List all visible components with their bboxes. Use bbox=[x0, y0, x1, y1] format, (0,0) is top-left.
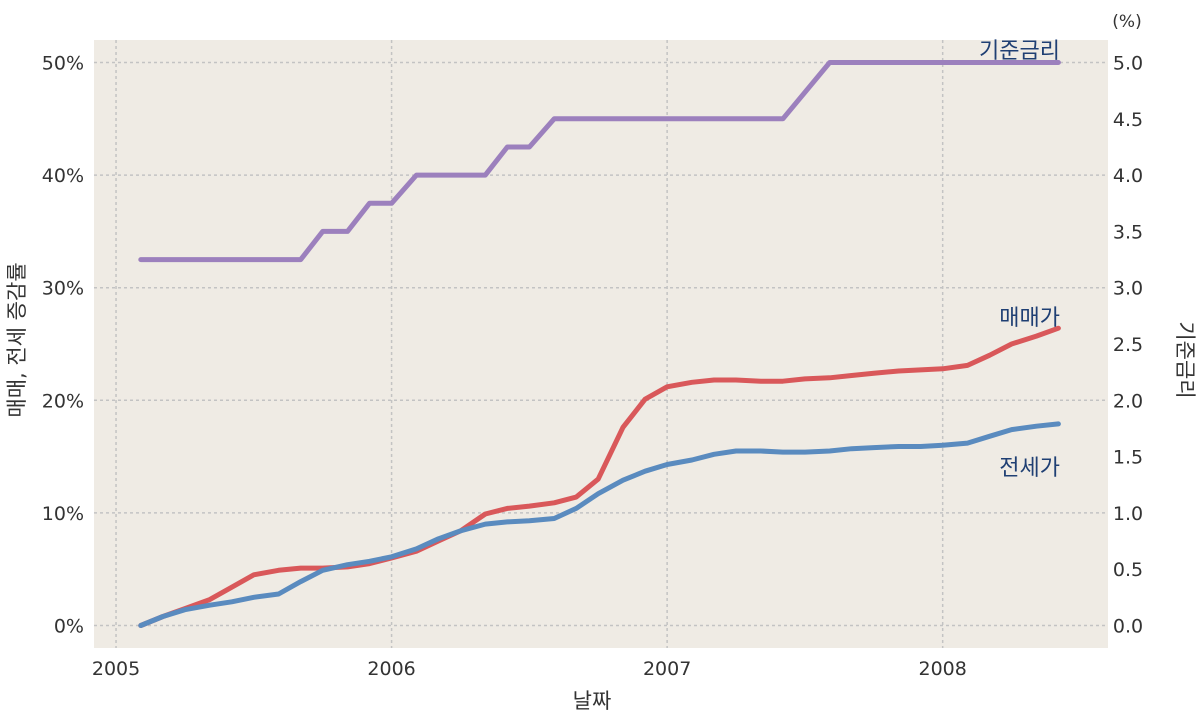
y-left-tick-label: 50% bbox=[42, 53, 84, 75]
tick-labels: 2005 2006 2007 2008 0% 10% 20% 30% 40% 50% 0.0 0.5 1… bbox=[42, 53, 1143, 680]
y-right-tick-label: 1.0 bbox=[1113, 503, 1143, 525]
y-left-tick-label: 0% bbox=[54, 615, 84, 637]
y-left-tick-label: 20% bbox=[42, 390, 84, 412]
plot-background bbox=[94, 40, 1108, 648]
y-left-tick-label: 30% bbox=[42, 278, 84, 300]
series-lines bbox=[138, 60, 1061, 628]
gridlines bbox=[94, 40, 1108, 648]
y-axis-title-right: 기준금리 bbox=[1173, 321, 1197, 398]
series-label-sale-price: 매매가 bbox=[999, 306, 1060, 331]
y-right-tick-label: 0.5 bbox=[1113, 559, 1143, 581]
series-label-jeonse-price: 전세가 bbox=[999, 456, 1060, 481]
y-axis-title-left: 매매, 전세 증감률 bbox=[5, 262, 29, 417]
right-axis-unit: (%) bbox=[1112, 12, 1141, 32]
y-right-tick-label: 2.5 bbox=[1113, 334, 1143, 356]
x-tick-label: 2007 bbox=[643, 658, 691, 680]
y-left-tick-label: 10% bbox=[42, 503, 84, 525]
y-right-tick-label: 4.5 bbox=[1113, 109, 1143, 131]
y-right-tick-label: 0.0 bbox=[1113, 615, 1143, 637]
y-right-tick-label: 3.5 bbox=[1113, 221, 1143, 243]
x-tick-label: 2008 bbox=[918, 658, 966, 680]
y-right-tick-label: 4.0 bbox=[1113, 165, 1143, 187]
series-label-base-rate: 기준금리 bbox=[979, 39, 1060, 64]
y-left-tick-label: 40% bbox=[42, 165, 84, 187]
base-rate-line bbox=[138, 60, 1061, 263]
sale-price-line bbox=[138, 325, 1061, 628]
x-tick-label: 2005 bbox=[92, 658, 140, 680]
y-right-tick-label: 1.5 bbox=[1113, 447, 1143, 469]
x-tick-label: 2006 bbox=[367, 658, 415, 680]
y-right-tick-label: 2.0 bbox=[1113, 390, 1143, 412]
y-right-tick-label: 3.0 bbox=[1113, 278, 1143, 300]
x-axis-title: 날짜 bbox=[573, 689, 612, 713]
y-right-tick-label: 5.0 bbox=[1113, 53, 1143, 75]
jeonse-price-line bbox=[138, 421, 1061, 628]
